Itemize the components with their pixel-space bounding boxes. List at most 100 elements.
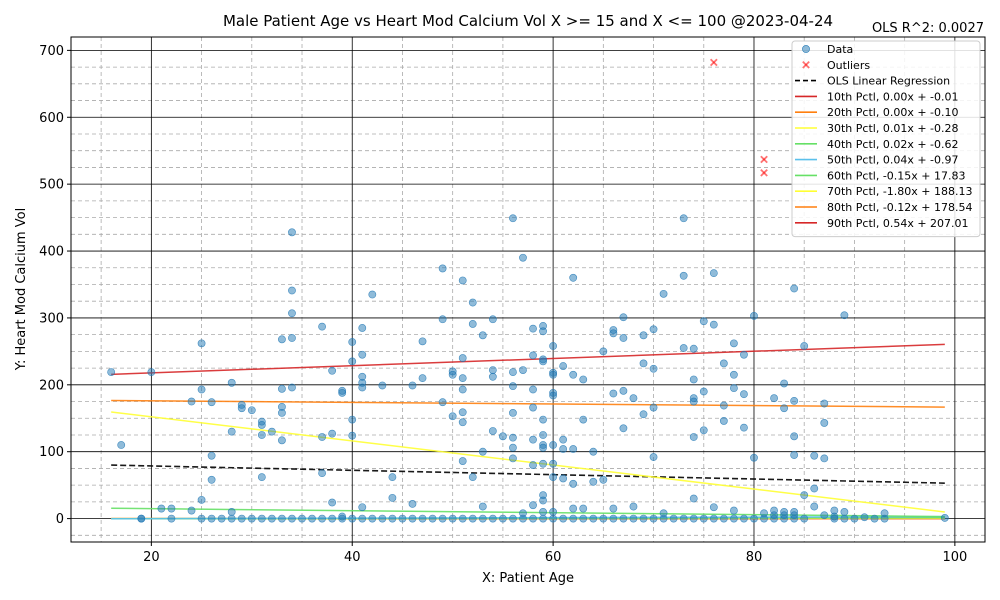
- data-point: [509, 382, 517, 391]
- data-point: [509, 214, 517, 223]
- y-axis-label: Y: Heart Mod Calcium Vol: [14, 208, 29, 372]
- data-point: [378, 514, 387, 523]
- plot-frame: [70, 36, 986, 543]
- legend-item: 40th Pctl, 0.02x + -0.62: [795, 138, 959, 151]
- data-point: [288, 383, 296, 392]
- legend-item: 20th Pctl, 0.00x + -0.10: [795, 106, 959, 119]
- data-point: [488, 315, 497, 324]
- data-point: [539, 431, 547, 439]
- data-point: [288, 309, 296, 318]
- data-point: [398, 514, 407, 523]
- data-point: [318, 514, 326, 523]
- data-point: [278, 409, 286, 417]
- data-point: [579, 504, 588, 513]
- series-line-2: [111, 464, 945, 484]
- data-point: [368, 514, 377, 523]
- data-point: [689, 494, 698, 503]
- data-point: [750, 514, 758, 523]
- data-point: [539, 443, 547, 452]
- legend-label: OLS Linear Regression: [827, 75, 950, 88]
- legend-item: 90th Pctl, 0.54x + 207.01: [795, 217, 969, 230]
- data-point: [840, 508, 849, 516]
- data-point: [207, 398, 216, 407]
- data-point: [699, 317, 708, 326]
- data-point: [629, 502, 638, 511]
- data-point: [468, 473, 477, 482]
- data-point: [348, 514, 357, 523]
- data-point: [358, 350, 367, 359]
- data-point: [468, 298, 477, 307]
- data-point: [458, 385, 467, 394]
- legend-box: [791, 40, 981, 238]
- data-point: [197, 385, 206, 394]
- data-point: [247, 514, 256, 523]
- data-point: [529, 461, 537, 469]
- data-point: [428, 514, 437, 523]
- data-point: [328, 498, 337, 507]
- data-point: [278, 514, 286, 523]
- data-point: [730, 514, 738, 523]
- y-tick-label: 200: [39, 378, 64, 393]
- data-point: [408, 499, 417, 508]
- data-point: [549, 370, 558, 379]
- data-point: [529, 514, 537, 523]
- data-point: [408, 514, 417, 523]
- data-point: [288, 514, 296, 523]
- data-point: [147, 368, 156, 377]
- data-point: [187, 397, 196, 406]
- data-point: [338, 388, 347, 397]
- data-point: [559, 362, 568, 370]
- data-point: [187, 506, 196, 515]
- data-point: [288, 286, 296, 295]
- data-point: [639, 410, 648, 419]
- data-point: [619, 313, 628, 322]
- data-point: [790, 514, 799, 523]
- data-point: [318, 322, 326, 331]
- data-point: [800, 491, 809, 500]
- data-point: [589, 477, 598, 486]
- data-point: [599, 514, 608, 523]
- outlier-points: [709, 58, 768, 177]
- data-point: [790, 451, 799, 459]
- data-point: [488, 514, 497, 523]
- data-point: [207, 475, 216, 484]
- data-point: [539, 514, 547, 523]
- data-point: [438, 315, 447, 324]
- data-point: [579, 375, 588, 384]
- legend-marker: [802, 45, 810, 53]
- legend-label: 30th Pctl, 0.01x + -0.28: [827, 122, 959, 135]
- data-point: [348, 338, 357, 346]
- data-point: [458, 276, 467, 285]
- legend-label: 80th Pctl, -0.12x + 178.54: [827, 201, 973, 214]
- data-point: [378, 381, 387, 390]
- data-points: [107, 214, 949, 523]
- data-point: [649, 325, 658, 334]
- data-point: [569, 273, 578, 282]
- data-point: [549, 473, 558, 482]
- data-point: [478, 514, 487, 523]
- data-point: [709, 503, 718, 512]
- legend: Data Outliers OLS Linear Regression 10th Pc…: [791, 40, 981, 238]
- data-point: [509, 409, 517, 417]
- data-point: [137, 514, 146, 523]
- data-point: [549, 441, 558, 449]
- data-point: [679, 514, 688, 523]
- data-point: [539, 508, 547, 516]
- data-point: [750, 453, 758, 462]
- data-point: [488, 366, 497, 374]
- legend-label: 40th Pctl, 0.02x + -0.62: [827, 138, 959, 151]
- data-point: [539, 327, 547, 336]
- data-point: [810, 502, 819, 511]
- data-point: [298, 514, 306, 523]
- data-point: [388, 493, 397, 502]
- legend-label: 60th Pctl, -0.15x + 17.83: [827, 169, 966, 182]
- data-point: [760, 514, 768, 523]
- data-point: [529, 403, 537, 412]
- data-point: [348, 431, 357, 440]
- data-point: [740, 350, 748, 359]
- data-point: [488, 427, 497, 435]
- data-point: [659, 289, 668, 298]
- data-point: [257, 431, 266, 439]
- data-point: [207, 451, 216, 460]
